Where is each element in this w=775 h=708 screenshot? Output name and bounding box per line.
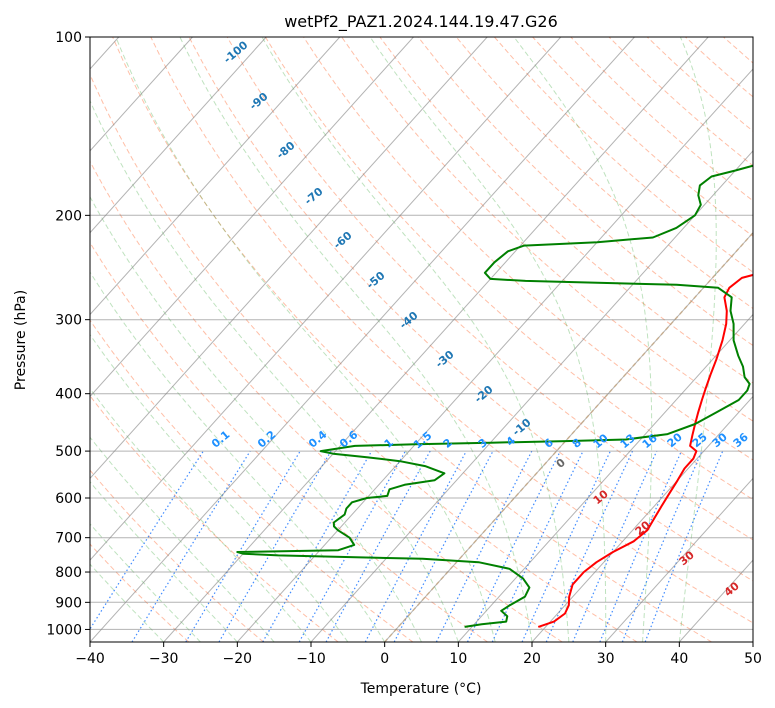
mixing-ratio-line bbox=[325, 450, 431, 642]
mixing-ratio-line bbox=[545, 450, 634, 642]
dry-adiabat bbox=[264, 37, 753, 501]
y-axis-label: Pressure (hPa) bbox=[13, 290, 29, 390]
y-tick-label: 400 bbox=[55, 387, 82, 403]
isotherm bbox=[310, 150, 753, 642]
moist-adiabat bbox=[90, 99, 459, 642]
isotherm bbox=[236, 68, 753, 642]
mixing-ratio-line bbox=[621, 450, 703, 642]
x-tick-label: −40 bbox=[75, 651, 105, 667]
moist-adiabat bbox=[513, 37, 653, 642]
y-tick-label: 900 bbox=[55, 595, 82, 611]
plot-frame bbox=[89, 36, 754, 643]
dry-adiabat bbox=[90, 160, 563, 642]
y-tick-label: 1000 bbox=[46, 622, 82, 638]
y-tick-label: 600 bbox=[55, 491, 82, 507]
chart-title: wetPf2_PAZ1.2024.144.19.47.G26 bbox=[284, 12, 558, 32]
moist-adiabat bbox=[678, 37, 717, 642]
isotherm bbox=[163, 37, 709, 642]
mixing-ratio-line bbox=[298, 450, 406, 642]
x-tick-label: 40 bbox=[670, 651, 688, 667]
x-tick-label: −10 bbox=[296, 651, 326, 667]
mixing-ratio-line bbox=[644, 450, 724, 642]
background-lines bbox=[90, 37, 753, 642]
y-tick-label: 100 bbox=[55, 30, 82, 46]
series-layer bbox=[236, 164, 753, 628]
y-tick-label: 800 bbox=[55, 565, 82, 581]
isotherm bbox=[90, 37, 635, 642]
dry-adiabat bbox=[455, 37, 753, 310]
freezing-isotherm bbox=[384, 231, 753, 642]
isotherm bbox=[90, 37, 488, 480]
y-axis: 100 200 300 400 500 600 700 800 900 1000 bbox=[46, 30, 90, 638]
y-tick-label: 700 bbox=[55, 531, 82, 547]
isotherm bbox=[531, 395, 753, 642]
mixing-ratio-line bbox=[572, 450, 658, 642]
isotherm bbox=[90, 37, 414, 398]
mixing-ratio-line bbox=[364, 450, 467, 642]
x-tick-label: −30 bbox=[149, 651, 179, 667]
y-tick-label: 200 bbox=[55, 208, 82, 224]
moist-adiabat bbox=[90, 481, 238, 642]
x-axis-label: Temperature (°C) bbox=[360, 681, 482, 697]
moist-adiabat bbox=[115, 37, 496, 642]
grid bbox=[90, 37, 753, 642]
dry-adiabat bbox=[90, 73, 638, 642]
x-tick-label: 30 bbox=[597, 651, 615, 667]
moist-adiabat bbox=[90, 195, 422, 642]
y-tick-label: 300 bbox=[55, 313, 82, 329]
moist-adiabat bbox=[261, 37, 570, 642]
x-tick-label: 50 bbox=[744, 651, 762, 667]
moist-adiabat bbox=[90, 271, 386, 642]
x-axis: −40 −30 −20 −10 0 10 20 30 40 50 bbox=[75, 642, 762, 667]
x-tick-label: 10 bbox=[449, 651, 467, 667]
isotherm bbox=[90, 37, 267, 234]
moist-adiabat bbox=[90, 387, 312, 642]
moist-adiabat bbox=[179, 37, 533, 642]
isotherm bbox=[90, 37, 341, 316]
dry-adiabat bbox=[417, 37, 753, 347]
mixing-ratio-line bbox=[599, 450, 682, 642]
mixing-ratio-line bbox=[435, 450, 533, 642]
isotherm bbox=[90, 37, 193, 152]
moist-adiabat bbox=[90, 563, 165, 642]
dewpoint-profile bbox=[236, 164, 753, 628]
x-tick-label: −20 bbox=[223, 651, 253, 667]
moist-adiabat bbox=[90, 436, 275, 642]
isotherm bbox=[605, 477, 753, 642]
x-tick-label: 0 bbox=[380, 651, 389, 667]
temperature-profile bbox=[537, 273, 753, 628]
dry-adiabat bbox=[150, 37, 753, 624]
x-tick-label: 20 bbox=[523, 651, 541, 667]
dry-adiabat bbox=[90, 241, 488, 642]
mixing-ratio-line bbox=[90, 450, 204, 631]
dry-adiabat bbox=[188, 37, 753, 582]
moist-adiabat bbox=[90, 333, 349, 642]
y-tick-label: 500 bbox=[55, 444, 82, 460]
dry-adiabat bbox=[90, 469, 264, 642]
moist-adiabat bbox=[90, 523, 201, 642]
isotherm bbox=[457, 313, 753, 642]
isotherm bbox=[90, 37, 562, 561]
